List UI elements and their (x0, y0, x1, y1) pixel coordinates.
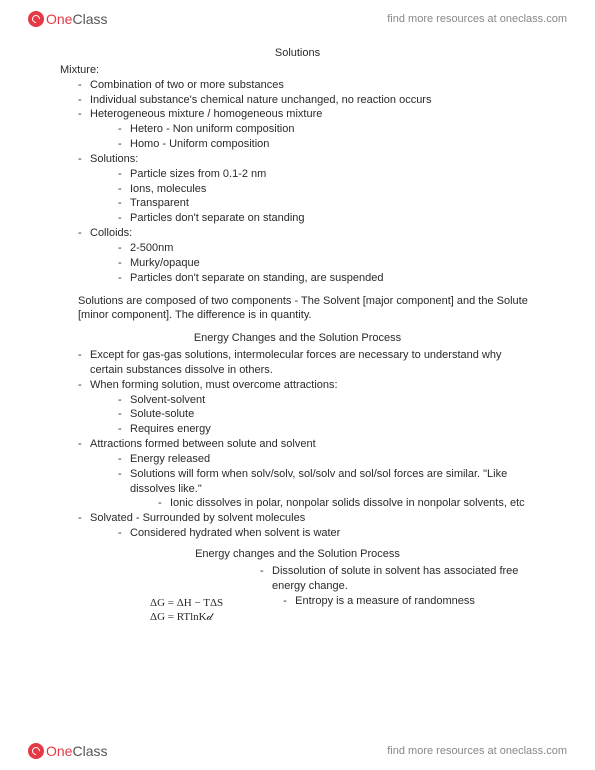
brand-text: OneClass (46, 11, 107, 27)
list-item: Solvated - Surrounded by solvent molecul… (78, 511, 535, 541)
list-item: Solute-solute (118, 407, 535, 422)
list-item: Murky/opaque (118, 256, 535, 271)
list-item: Ions, molecules (118, 182, 535, 197)
sublist: Hetero - Non uniform composition Homo - … (90, 122, 535, 152)
list-item-text: Solvated - Surrounded by solvent molecul… (90, 512, 305, 524)
list-item: Particle sizes from 0.1-2 nm (118, 167, 535, 182)
list-item: Heterogeneous mixture / homogeneous mixt… (78, 107, 535, 152)
brand-suffix: Class (72, 11, 107, 27)
document-body: Solutions Mixture: Combination of two or… (60, 40, 535, 730)
list-item: Solvent-solvent (118, 393, 535, 408)
brand-prefix: One (46, 11, 72, 27)
logo-icon (28, 11, 44, 27)
list-item: Particles don't separate on standing, ar… (118, 271, 535, 286)
list-item: Entropy is a measure of randomness (283, 594, 535, 609)
brand-logo: OneClass (28, 743, 107, 759)
list-item: Particles don't separate on standing (118, 211, 535, 226)
sublist: Considered hydrated when solvent is wate… (90, 526, 535, 541)
list-item-text: Colloids: (90, 227, 132, 239)
header-link[interactable]: find more resources at oneclass.com (387, 13, 567, 25)
list-item: Individual substance's chemical nature u… (78, 93, 535, 108)
equation-line: ΔG = RTlnK𝒹 (150, 610, 223, 624)
list-item: Ionic dissolves in polar, nonpolar solid… (158, 496, 535, 511)
list-item-text: Solutions will form when solv/solv, sol/… (130, 468, 507, 495)
list-item: Transparent (118, 196, 535, 211)
list-item-text: Solutions: (90, 153, 138, 165)
entropy-list: Entropy is a measure of randomness (223, 594, 535, 609)
list-item: Colloids: 2-500nm Murky/opaque Particles… (78, 226, 535, 285)
list-item: Requires energy (118, 422, 535, 437)
list-item-text: Attractions formed between solute and so… (90, 438, 316, 450)
page-header: OneClass find more resources at oneclass… (0, 4, 595, 34)
sublist: Energy released Solutions will form when… (90, 452, 535, 511)
sublist: 2-500nm Murky/opaque Particles don't sep… (90, 241, 535, 286)
brand-prefix: One (46, 743, 72, 759)
list-item: Energy released (118, 452, 535, 467)
energy-list: Except for gas-gas solutions, intermolec… (60, 348, 535, 541)
list-item: Hetero - Non uniform composition (118, 122, 535, 137)
list-item-text: Heterogeneous mixture / homogeneous mixt… (90, 108, 322, 120)
page-title: Solutions (60, 46, 535, 61)
dissolution-list: Dissolution of solute in solvent has ass… (60, 564, 535, 594)
section-title: Energy changes and the Solution Process (60, 547, 535, 562)
brand-text: OneClass (46, 743, 107, 759)
list-item: Attractions formed between solute and so… (78, 437, 535, 511)
paragraph: Solutions are composed of two components… (78, 294, 535, 324)
brand-logo: OneClass (28, 11, 107, 27)
list-item: Dissolution of solute in solvent has ass… (260, 564, 535, 594)
brand-suffix: Class (72, 743, 107, 759)
section-title: Energy Changes and the Solution Process (60, 331, 535, 346)
equation-block: ΔG = ΔH − TΔS ΔG = RTlnK𝒹 (150, 596, 223, 625)
list-item: Homo - Uniform composition (118, 137, 535, 152)
mixture-heading: Mixture: (60, 63, 535, 78)
page-footer: OneClass find more resources at oneclass… (0, 736, 595, 766)
list-item: Combination of two or more substances (78, 78, 535, 93)
list-item: 2-500nm (118, 241, 535, 256)
list-item: Considered hydrated when solvent is wate… (118, 526, 535, 541)
list-item: When forming solution, must overcome att… (78, 378, 535, 437)
list-item: Except for gas-gas solutions, intermolec… (78, 348, 535, 378)
footer-link[interactable]: find more resources at oneclass.com (387, 745, 567, 757)
list-item: Solutions will form when solv/solv, sol/… (118, 467, 535, 512)
equation-line: ΔG = ΔH − TΔS (150, 596, 223, 610)
logo-icon (28, 743, 44, 759)
list-item-text: When forming solution, must overcome att… (90, 379, 338, 391)
list-item: Solutions: Particle sizes from 0.1-2 nm … (78, 152, 535, 226)
sublist: Ionic dissolves in polar, nonpolar solid… (130, 496, 535, 511)
sublist: Solvent-solvent Solute-solute Requires e… (90, 393, 535, 438)
mixture-list: Combination of two or more substances In… (60, 78, 535, 286)
sublist: Particle sizes from 0.1-2 nm Ions, molec… (90, 167, 535, 226)
